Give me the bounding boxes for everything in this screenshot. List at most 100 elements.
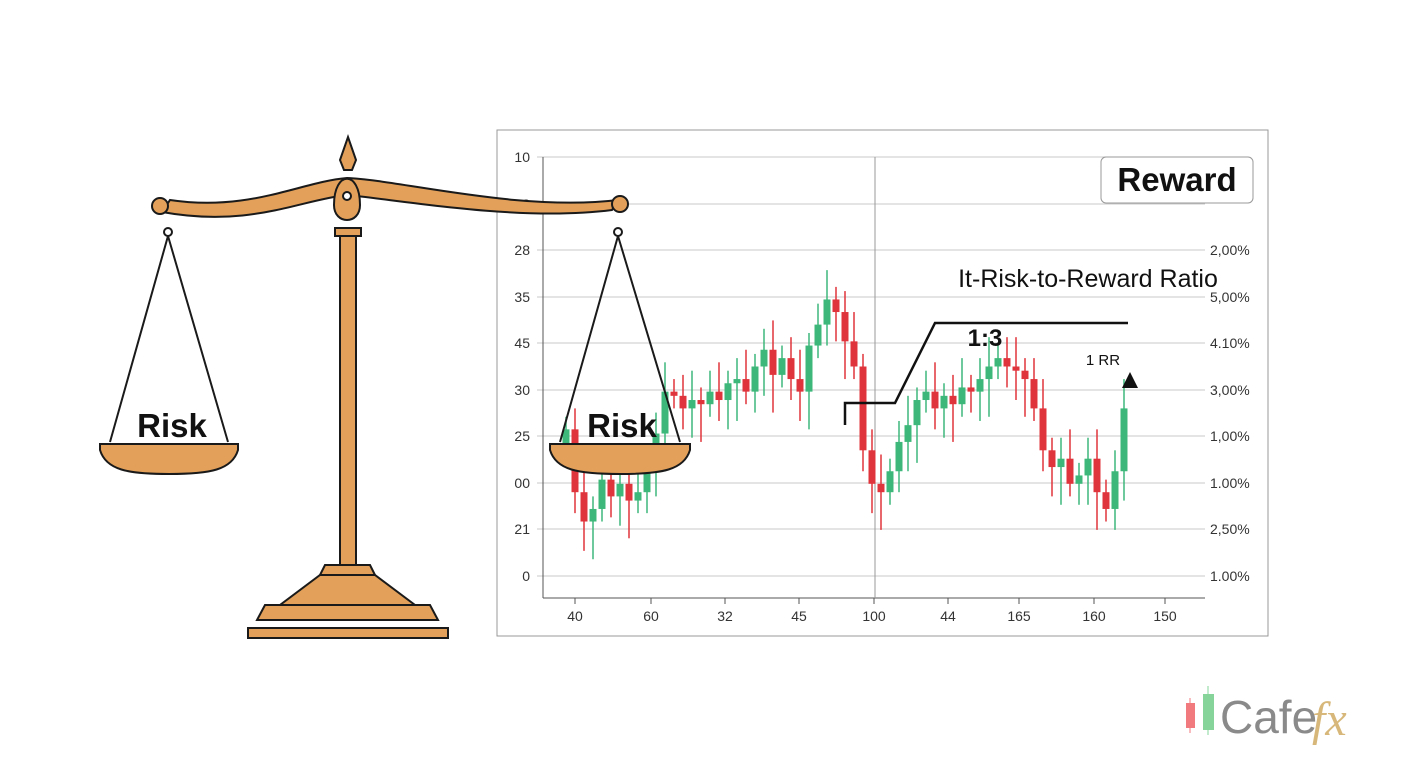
candle-up	[895, 441, 903, 472]
y-left-tick: 25	[514, 428, 530, 444]
candle-up	[1120, 408, 1128, 472]
y-left-tick: 28	[514, 242, 530, 258]
y-right-tick: 2,00%	[1210, 242, 1250, 258]
y-left-tick: 0	[522, 568, 530, 584]
candle-down	[967, 387, 975, 392]
candle-up	[1075, 475, 1083, 484]
candle-down	[1048, 450, 1056, 468]
candle-up	[913, 400, 921, 426]
x-tick: 40	[567, 608, 583, 624]
arrow-up-icon	[1122, 372, 1138, 388]
candle-up	[562, 429, 570, 451]
y-right-tick: 1,00%	[1210, 428, 1250, 444]
candle-down	[1012, 366, 1020, 371]
scale-pillar	[339, 229, 357, 566]
candle-up	[958, 387, 966, 405]
candle-down	[787, 358, 795, 380]
candle-up	[814, 324, 822, 346]
candle-up	[994, 358, 1002, 367]
y-right-tick: 5,00%	[1210, 289, 1250, 305]
candle-up	[823, 299, 831, 325]
candle-down	[625, 483, 633, 501]
candle-up	[1084, 458, 1092, 476]
candle-up	[805, 345, 813, 392]
chart-title: It-Risk-to-Reward Ratio	[958, 265, 1218, 293]
cafefx-logo: Cafe fx	[1186, 686, 1347, 746]
candle-down	[1066, 458, 1074, 484]
candle-down	[742, 379, 750, 392]
candle-down	[1039, 408, 1047, 451]
candle-down	[1102, 492, 1110, 509]
candle-up	[1057, 458, 1065, 468]
candle-down	[1093, 458, 1101, 493]
candle-up	[985, 366, 993, 380]
candle-down	[1030, 379, 1038, 409]
x-tick: 150	[1153, 608, 1177, 624]
y-right-tick: 1.00%	[1210, 475, 1250, 491]
candle-up	[616, 483, 624, 497]
right-pan-label: Risk	[587, 407, 657, 444]
candle-up	[940, 395, 948, 409]
y-right-tick: 1.00%	[1210, 568, 1250, 584]
y-right-tick: 4.10%	[1210, 335, 1250, 351]
x-tick: 100	[862, 608, 886, 624]
ratio-label: 1:3	[968, 325, 1003, 352]
logo-accent: fx	[1312, 693, 1347, 746]
candle-up	[688, 400, 696, 409]
y-left-tick: 30	[514, 382, 530, 398]
x-tick: 165	[1007, 608, 1031, 624]
candle-down	[796, 379, 804, 392]
candle-up	[922, 391, 930, 401]
x-tick: 60	[643, 608, 659, 624]
y-left-tick: 00	[514, 475, 530, 491]
candle-down	[679, 395, 687, 409]
scale-base	[247, 627, 449, 639]
reward-badge	[1100, 156, 1254, 204]
candle-down	[1003, 358, 1011, 367]
scale-finial	[338, 133, 358, 171]
candle-up	[661, 391, 669, 434]
candle-up	[634, 492, 642, 501]
candle-down	[670, 391, 678, 396]
gridlines	[537, 156, 1205, 604]
candle-down	[580, 492, 588, 522]
candle-down	[697, 400, 705, 405]
x-tick: 32	[717, 608, 733, 624]
candle-up	[598, 479, 606, 509]
candle-up	[904, 425, 912, 442]
candle-down	[868, 450, 876, 484]
logo-text: Cafe	[1220, 691, 1317, 743]
candle-down	[607, 479, 615, 497]
candle-down	[715, 391, 723, 401]
candle-down	[859, 366, 867, 451]
candles	[562, 270, 1128, 560]
candle-down	[769, 349, 777, 375]
candle-down	[931, 391, 939, 409]
candle-down	[850, 341, 858, 367]
x-tick: 45	[791, 608, 807, 624]
candle-up	[706, 391, 714, 405]
candle-up	[976, 379, 984, 392]
left-pan-label: Risk	[137, 407, 207, 444]
left-pan	[99, 443, 239, 476]
y-right-tick: 2,50%	[1210, 521, 1250, 537]
y-left-tick: 45	[514, 335, 530, 351]
x-tick: 160	[1082, 608, 1106, 624]
candle-down	[877, 483, 885, 493]
candle-up	[760, 349, 768, 367]
y-left-tick: 10	[514, 149, 530, 165]
balance-scale	[99, 133, 691, 639]
y-left-tick: 21	[514, 521, 530, 537]
candle-up	[724, 383, 732, 401]
candle-down	[949, 395, 957, 405]
reward-label: Reward	[1117, 161, 1236, 198]
rr-label: 1 RR	[1086, 352, 1120, 369]
candle-up	[778, 358, 786, 375]
candle-down	[832, 299, 840, 313]
candle-up	[1111, 471, 1119, 509]
right-pan	[549, 443, 691, 476]
chart-frame	[496, 129, 1269, 637]
risk-reward-line	[843, 321, 1128, 425]
x-tick: 44	[940, 608, 956, 624]
